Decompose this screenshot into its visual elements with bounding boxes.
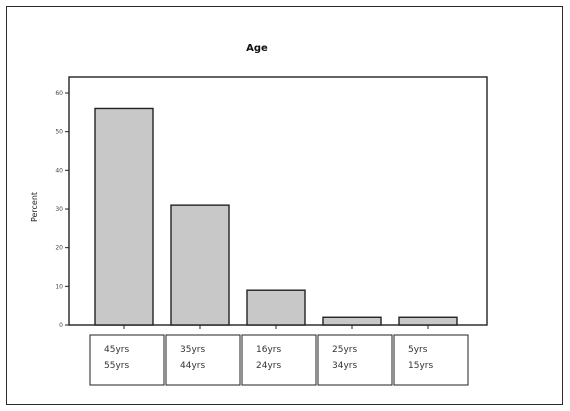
category-box xyxy=(89,334,165,386)
y-tick-label: 40 xyxy=(55,167,63,174)
category-box xyxy=(393,334,469,386)
y-tick-label: 0 xyxy=(59,322,63,329)
bars-group xyxy=(94,107,458,329)
category-box xyxy=(241,334,317,386)
bar-chart: Age Percent 0 10 20 30 40 50 60 45yrs 55yrs 35yr… xyxy=(30,43,488,386)
x-axis-categories: 45yrs 55yrs 35yrs 44yrs 16yrs 24yrs 25yrs 34yrs… xyxy=(89,334,469,386)
category-label: 25yrs xyxy=(332,345,357,355)
bar xyxy=(94,107,154,326)
y-tick-label: 10 xyxy=(55,283,63,290)
chart-title: Age xyxy=(246,43,268,54)
category-label: 5yrs xyxy=(408,345,428,355)
bar xyxy=(322,316,382,326)
category-label: 34yrs xyxy=(332,361,357,371)
bar xyxy=(246,289,306,326)
y-tick-label: 50 xyxy=(55,129,63,136)
y-tick-label: 20 xyxy=(55,245,63,252)
category-label: 35yrs xyxy=(180,345,205,355)
category-label: 15yrs xyxy=(408,361,433,371)
bar xyxy=(170,204,230,326)
y-tick-label: 30 xyxy=(55,206,63,213)
category-label: 24yrs xyxy=(256,361,281,371)
category-label: 55yrs xyxy=(104,361,129,371)
category-box xyxy=(317,334,393,386)
category-label: 44yrs xyxy=(180,361,205,371)
chart-frame: Age Percent 0 10 20 30 40 50 60 45yrs 55yrs 35yr… xyxy=(6,6,563,405)
y-axis-label: Percent xyxy=(30,192,39,222)
y-tick-label: 60 xyxy=(55,90,63,97)
category-label: 16yrs xyxy=(256,345,281,355)
category-box xyxy=(165,334,241,386)
category-label: 45yrs xyxy=(104,345,129,355)
y-axis: 0 10 20 30 40 50 60 xyxy=(55,90,69,329)
bar xyxy=(398,316,458,326)
